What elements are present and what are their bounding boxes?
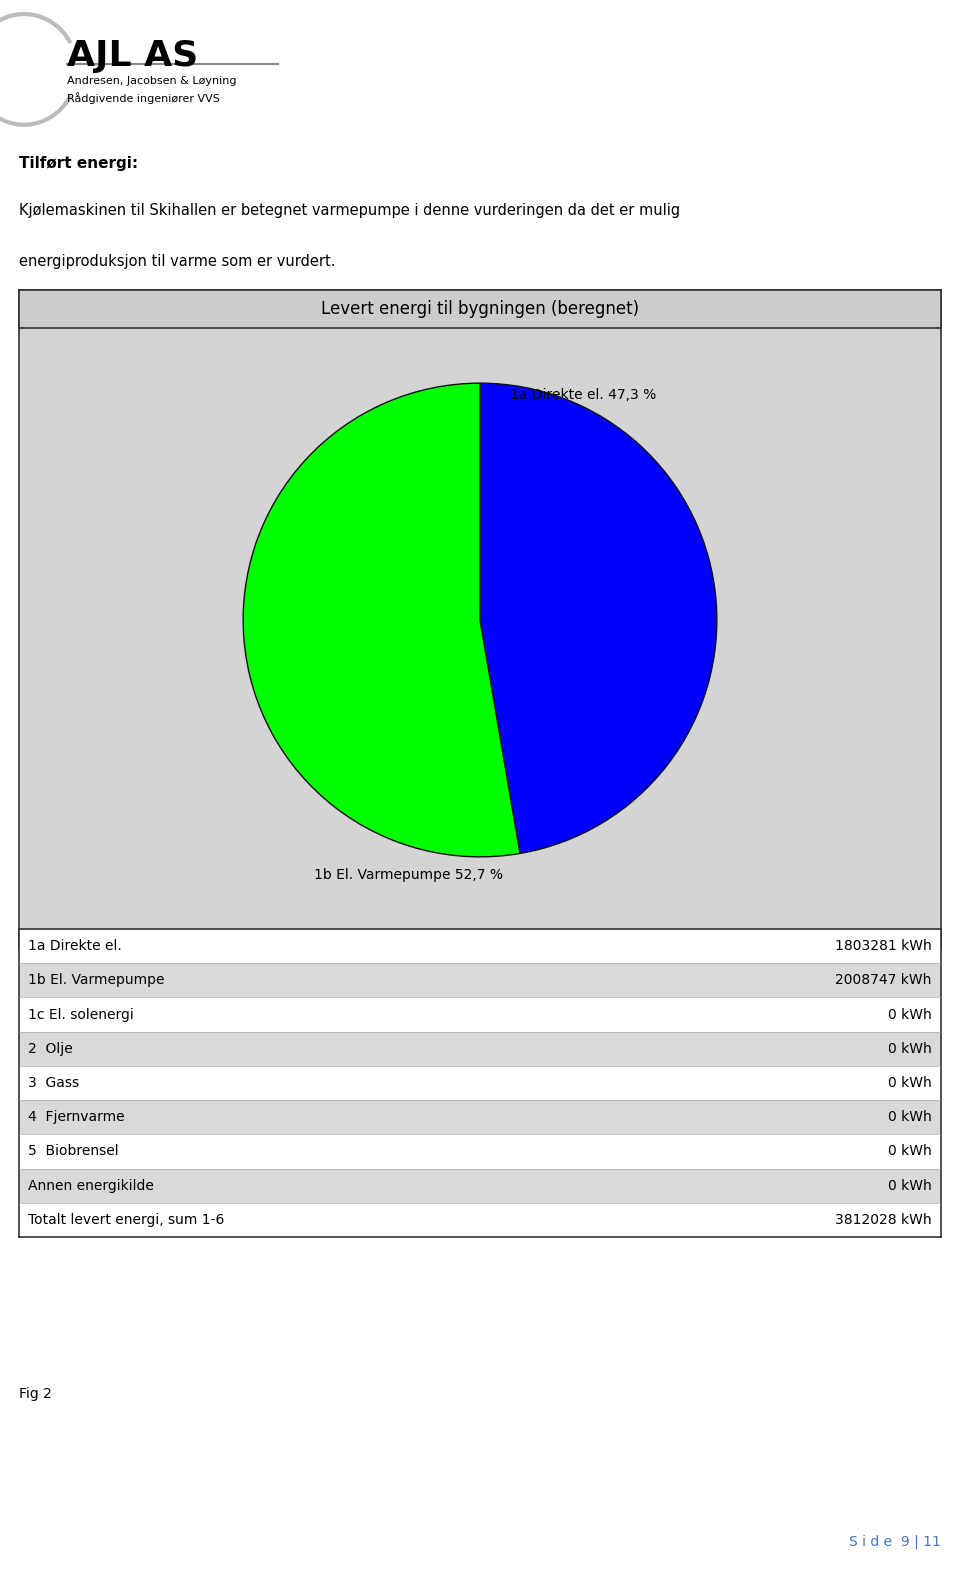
Text: Totalt levert energi, sum 1-6: Totalt levert energi, sum 1-6 — [29, 1214, 225, 1226]
Text: AJL AS: AJL AS — [67, 39, 199, 74]
Text: 0 kWh: 0 kWh — [888, 1110, 931, 1124]
Text: 2  Olje: 2 Olje — [29, 1042, 73, 1056]
Text: 3812028 kWh: 3812028 kWh — [835, 1214, 931, 1226]
Text: 0 kWh: 0 kWh — [888, 1042, 931, 1056]
Text: Andresen, Jacobsen & Løyning: Andresen, Jacobsen & Løyning — [67, 77, 237, 87]
Wedge shape — [243, 382, 520, 856]
Text: Fig 2: Fig 2 — [19, 1387, 52, 1401]
Text: energiproduksjon til varme som er vurdert.: energiproduksjon til varme som er vurder… — [19, 253, 336, 269]
FancyBboxPatch shape — [19, 963, 941, 998]
Text: 5  Biobrensel: 5 Biobrensel — [29, 1144, 119, 1158]
Text: Annen energikilde: Annen energikilde — [29, 1179, 155, 1193]
FancyBboxPatch shape — [19, 1066, 941, 1100]
Text: 0 kWh: 0 kWh — [888, 1179, 931, 1193]
Text: 4  Fjernvarme: 4 Fjernvarme — [29, 1110, 125, 1124]
Text: Kjølemaskinen til Skihallen er betegnet varmepumpe i denne vurderingen da det er: Kjølemaskinen til Skihallen er betegnet … — [19, 203, 681, 219]
Text: Rådgivende ingeniører VVS: Rådgivende ingeniører VVS — [67, 93, 220, 104]
Text: 0 kWh: 0 kWh — [888, 1077, 931, 1091]
Text: 1b El. Varmepumpe 52,7 %: 1b El. Varmepumpe 52,7 % — [314, 867, 503, 881]
FancyBboxPatch shape — [19, 1100, 941, 1135]
Text: 0 kWh: 0 kWh — [888, 1144, 931, 1158]
Text: 2008747 kWh: 2008747 kWh — [835, 973, 931, 987]
FancyBboxPatch shape — [19, 1135, 941, 1168]
Wedge shape — [480, 382, 717, 853]
FancyBboxPatch shape — [19, 1031, 941, 1066]
Text: S i d e  9 | 11: S i d e 9 | 11 — [849, 1535, 941, 1549]
Text: 1803281 kWh: 1803281 kWh — [835, 940, 931, 954]
Text: 1a Direkte el.: 1a Direkte el. — [29, 940, 122, 954]
Text: 3  Gass: 3 Gass — [29, 1077, 80, 1091]
FancyBboxPatch shape — [19, 929, 941, 963]
Text: 1b El. Varmepumpe: 1b El. Varmepumpe — [29, 973, 165, 987]
Text: 1a Direkte el. 47,3 %: 1a Direkte el. 47,3 % — [510, 387, 656, 401]
FancyBboxPatch shape — [19, 1203, 941, 1237]
FancyBboxPatch shape — [19, 1168, 941, 1203]
Text: 1c El. solenergi: 1c El. solenergi — [29, 1007, 134, 1022]
Text: Levert energi til bygningen (beregnet): Levert energi til bygningen (beregnet) — [321, 299, 639, 318]
Text: Tilført energi:: Tilført energi: — [19, 156, 138, 172]
Text: 0 kWh: 0 kWh — [888, 1007, 931, 1022]
FancyBboxPatch shape — [19, 998, 941, 1031]
